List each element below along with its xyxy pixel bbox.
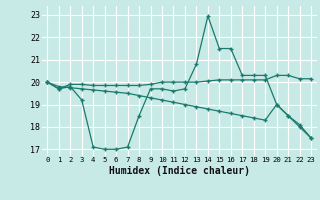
X-axis label: Humidex (Indice chaleur): Humidex (Indice chaleur) [109,166,250,176]
